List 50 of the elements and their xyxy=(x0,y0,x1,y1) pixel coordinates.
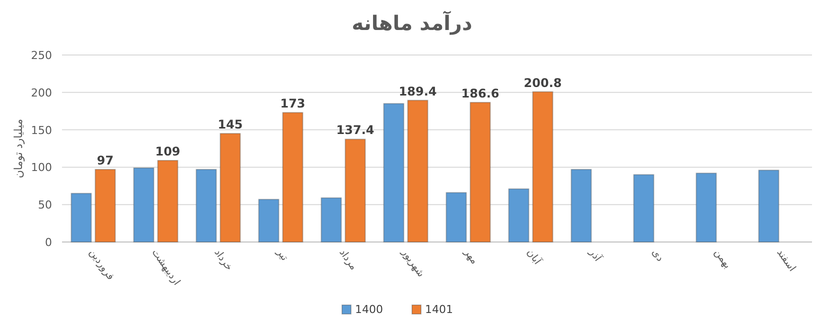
x-tick-label: تیر xyxy=(274,246,290,264)
data-label: 200.8 xyxy=(524,76,562,90)
bar xyxy=(407,100,428,242)
bar xyxy=(696,172,717,242)
bar xyxy=(508,188,530,242)
data-label: 189.4 xyxy=(398,84,437,98)
bar xyxy=(633,174,654,242)
bar xyxy=(157,160,178,242)
bar xyxy=(532,91,554,242)
bar xyxy=(383,103,404,242)
data-label: 145 xyxy=(218,118,243,132)
y-tick-label: 250 xyxy=(31,49,52,62)
legend-label: 1400 xyxy=(355,303,383,316)
data-label: 109 xyxy=(155,144,180,158)
y-tick-label: 100 xyxy=(31,161,52,174)
bar xyxy=(258,198,280,242)
y-tick-label: 200 xyxy=(31,86,52,100)
x-tick-label: اسفند xyxy=(774,247,798,274)
bar xyxy=(344,138,366,242)
bar xyxy=(133,167,154,242)
bar xyxy=(446,192,467,242)
x-tick-label: مرداد xyxy=(336,247,359,272)
bar xyxy=(758,170,780,242)
x-tick-label: بهمن xyxy=(712,247,733,271)
bar xyxy=(70,192,92,242)
x-tick-label: آذر xyxy=(586,245,606,265)
bar xyxy=(220,133,241,242)
data-label: 137.4 xyxy=(336,123,374,138)
chart-title: درآمد ماهانه xyxy=(352,10,472,35)
data-label: 173 xyxy=(280,96,306,111)
bar xyxy=(470,102,491,242)
data-label: 186.6 xyxy=(461,86,500,100)
y-tick-label: 50 xyxy=(38,198,52,212)
y-tick-label: 0 xyxy=(45,236,52,249)
x-tick-label: دی xyxy=(649,247,666,264)
data-label: 97 xyxy=(96,153,114,168)
y-axis-title: میلیارد تومان xyxy=(12,118,25,178)
x-tick-label: شهریور xyxy=(398,246,426,280)
x-tick-label: خرداد xyxy=(212,247,234,273)
bar xyxy=(94,168,116,242)
x-tick-label: اردیبهشت xyxy=(149,247,182,288)
bar xyxy=(570,168,592,242)
bar xyxy=(282,112,304,242)
x-tick-label: فروردین xyxy=(86,247,116,282)
legend-label: 1401 xyxy=(425,303,453,316)
bar xyxy=(320,197,342,242)
y-tick-label: 150 xyxy=(31,124,52,137)
bar xyxy=(196,168,217,242)
x-tick-label: مهر xyxy=(461,246,480,266)
x-tick-label: آبان xyxy=(524,246,545,268)
